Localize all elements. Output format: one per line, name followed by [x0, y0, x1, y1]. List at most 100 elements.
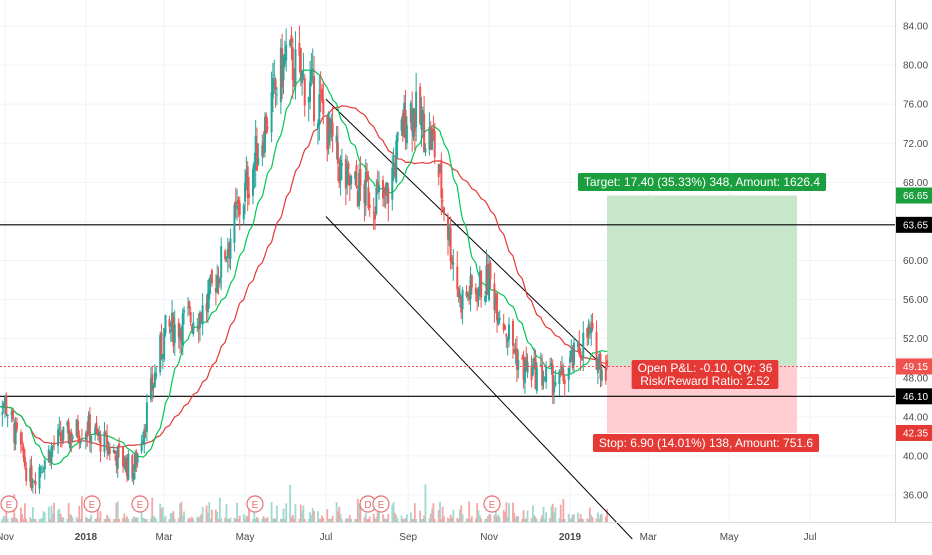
candle-body [568, 368, 570, 380]
volume-bar [415, 519, 417, 522]
event-label: E [89, 500, 96, 511]
candle-body [562, 369, 564, 381]
price-tick-label: 36.00 [903, 491, 928, 502]
event-marker[interactable]: E [84, 496, 100, 512]
volume-bar [462, 514, 464, 522]
volume-bar [230, 518, 232, 522]
candle-body [21, 441, 23, 443]
candle-body [312, 69, 314, 73]
candle-body [489, 263, 491, 280]
trend-channel[interactable] [326, 99, 632, 539]
stop-label-box[interactable]: Stop: 6.90 (14.01%) 138, Amount: 751.6 [593, 434, 819, 452]
candle-body [504, 326, 506, 330]
candle-body [32, 485, 34, 486]
candle-body [592, 323, 594, 329]
volume-bar [7, 519, 9, 522]
volume-bar [471, 516, 473, 522]
candle-body [192, 322, 194, 334]
volume-bar [406, 514, 408, 522]
price-axis[interactable]: 36.0040.0044.0048.0052.0056.0060.0064.00… [896, 0, 932, 522]
price-tick-label: 80.00 [903, 61, 928, 72]
volume-bar [267, 517, 269, 522]
volume-bar [174, 519, 176, 522]
candle-body [375, 188, 377, 214]
candle-body [40, 469, 42, 470]
volume-bar [517, 516, 519, 522]
candle-body [183, 310, 185, 312]
candle-body [236, 205, 238, 209]
candle-body [497, 319, 499, 323]
volume-bar [573, 515, 575, 522]
volume-bar [341, 519, 343, 522]
event-marker[interactable]: E [484, 496, 500, 512]
volume-bar [480, 518, 482, 522]
candle-body [105, 433, 107, 434]
volume-bar [606, 509, 608, 522]
volume-bar [220, 518, 222, 522]
price-tag[interactable]: 46.10 [896, 388, 932, 404]
price-tag[interactable]: 63.65 [896, 217, 932, 233]
candle-body [57, 430, 59, 446]
volume-bar [499, 517, 501, 522]
candle-body [292, 47, 294, 80]
position-zones[interactable] [607, 196, 797, 433]
volume-bar [452, 510, 454, 522]
target-zone[interactable] [607, 196, 797, 366]
price-tag-label: 66.65 [903, 191, 928, 202]
volume-bar [562, 499, 564, 522]
candle-body [359, 169, 361, 186]
price-tick-label: 40.00 [903, 451, 928, 462]
open-pnl-label: Open P&L: -0.10, Qty: 36 [638, 361, 773, 375]
candle-body [96, 423, 98, 431]
candle-body [304, 78, 306, 106]
price-tick-label: 52.00 [903, 334, 928, 345]
event-marker[interactable]: E [373, 496, 389, 512]
candle-body [340, 160, 342, 181]
price-tag[interactable]: 42.35 [896, 425, 932, 441]
volume-bar [62, 517, 64, 522]
event-marker[interactable]: E [247, 496, 263, 512]
volume-bar [35, 519, 37, 522]
candle-body [336, 135, 338, 142]
price-tick-label: 84.00 [903, 22, 928, 33]
candle-body [252, 169, 254, 196]
candle-body [244, 183, 246, 202]
price-tick-label: 48.00 [903, 373, 928, 384]
price-tag[interactable]: 66.65 [896, 188, 932, 204]
event-label: E [6, 500, 13, 511]
price-tag[interactable]: 49.15 [896, 359, 932, 375]
target-label-box[interactable]: Target: 17.40 (35.33%) 348, Amount: 1626… [578, 173, 826, 191]
candle-body [285, 45, 287, 61]
pnl-label-box[interactable]: Open P&L: -0.10, Qty: 36 Risk/Reward Rat… [632, 360, 779, 389]
candle-body [52, 446, 54, 447]
candle-body [12, 410, 14, 419]
candle-body [243, 205, 245, 219]
candle-body [202, 305, 204, 324]
candle-body [182, 313, 184, 345]
channel-upper-line[interactable] [326, 99, 607, 370]
candle-body [151, 375, 153, 391]
candle-body [118, 444, 120, 448]
volume-bar [202, 507, 204, 522]
price-tick-label: 68.00 [903, 178, 928, 189]
volume-bar [295, 504, 297, 522]
time-tick-label: Jul [320, 532, 333, 543]
event-marker[interactable]: E [1, 496, 17, 512]
candle-body [31, 465, 33, 488]
candle-body [434, 131, 436, 157]
candle-body [271, 92, 273, 132]
event-label: E [252, 500, 259, 511]
candle-body [337, 142, 339, 163]
candle-body [301, 70, 303, 83]
event-marker[interactable]: E [132, 496, 148, 512]
volume-bar [155, 519, 157, 522]
volume-bar [508, 503, 510, 522]
candle-body [161, 333, 163, 355]
candle-body [348, 163, 350, 168]
time-axis[interactable]: Nov2018MarMayJulSepNov2019MarMayJul [0, 523, 932, 544]
candle-body [23, 447, 25, 459]
volume-bar [16, 519, 18, 522]
time-tick-label: May [720, 532, 739, 543]
